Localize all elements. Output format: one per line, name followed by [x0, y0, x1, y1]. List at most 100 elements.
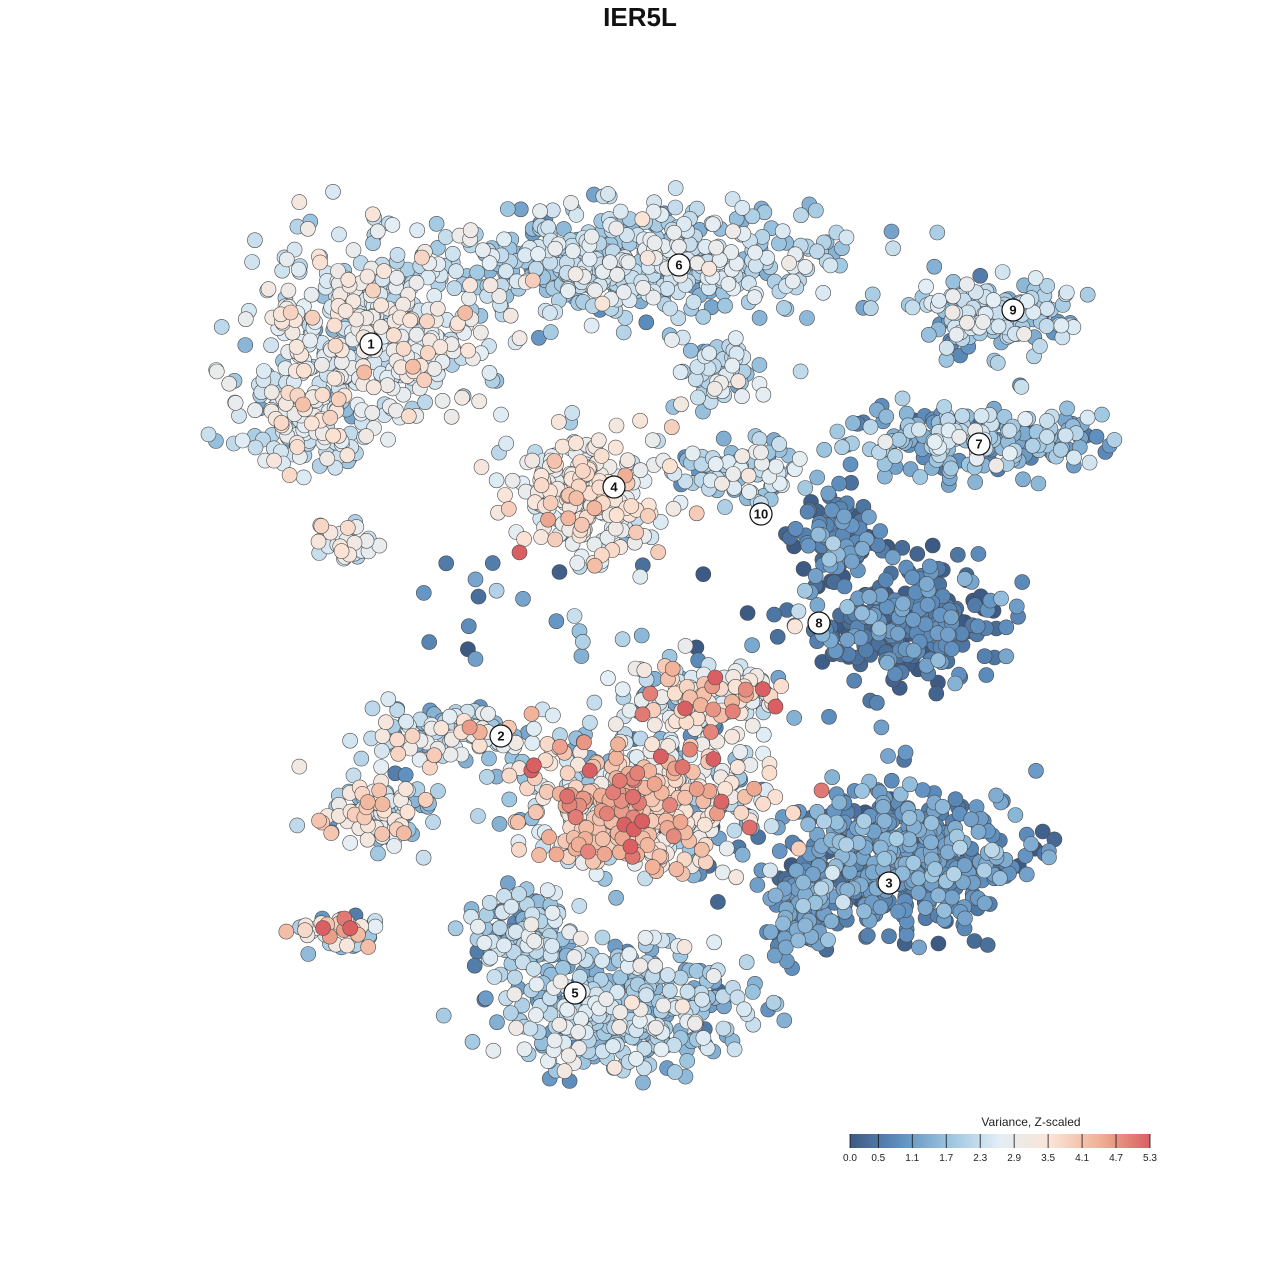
- cell-point: [693, 841, 710, 858]
- cell-point: [701, 345, 718, 362]
- cell-point: [646, 716, 663, 733]
- cell-point: [471, 393, 488, 410]
- cell-point: [414, 249, 430, 266]
- cell-point: [920, 326, 937, 343]
- legend-tick-label: 1.7: [939, 1153, 953, 1164]
- cell-point: [1041, 849, 1057, 866]
- cell-point: [799, 503, 816, 520]
- cell-point: [395, 296, 411, 313]
- cell-point: [526, 933, 543, 949]
- cell-point: [481, 364, 498, 381]
- cell-point: [614, 681, 631, 698]
- cell-point: [715, 1020, 732, 1037]
- cluster-label-text: 9: [1009, 303, 1016, 318]
- cell-point: [472, 324, 489, 341]
- cell-point: [300, 221, 316, 237]
- cell-point: [624, 994, 640, 1011]
- cell-point: [635, 279, 652, 296]
- cell-point: [255, 363, 272, 379]
- cell-point: [606, 1059, 623, 1076]
- cluster-label-1: 1: [359, 332, 383, 356]
- cell-point: [795, 898, 812, 914]
- cell-point: [769, 628, 786, 645]
- cell-point: [628, 1051, 644, 1067]
- cell-point: [677, 700, 693, 717]
- cell-point: [548, 846, 565, 863]
- cell-point: [434, 392, 451, 409]
- cell-point: [793, 207, 809, 223]
- cell-point: [836, 578, 853, 595]
- cell-point: [795, 561, 812, 577]
- cell-point: [912, 469, 929, 485]
- cell-point: [304, 309, 321, 326]
- cell-point: [571, 898, 588, 914]
- cell-point: [1032, 338, 1048, 354]
- cell-point: [774, 223, 791, 239]
- cell-point: [546, 453, 563, 469]
- cell-point: [508, 1020, 525, 1036]
- cell-point: [398, 713, 415, 730]
- cell-point: [581, 762, 598, 779]
- cell-point: [984, 842, 1000, 858]
- cell-point: [405, 358, 421, 375]
- cell-point: [600, 670, 616, 687]
- cell-point: [482, 949, 499, 966]
- cell-point: [887, 666, 903, 682]
- cell-point: [894, 390, 911, 407]
- cell-point: [544, 904, 561, 921]
- cell-point: [238, 311, 254, 328]
- cell-point: [289, 817, 306, 834]
- cell-point: [247, 402, 263, 419]
- cell-point: [289, 439, 306, 455]
- cell-point: [931, 292, 947, 309]
- cell-point: [369, 223, 386, 240]
- cell-point: [930, 935, 947, 952]
- cell-point: [504, 472, 521, 489]
- cell-point: [466, 957, 483, 974]
- cell-point: [717, 297, 733, 314]
- cell-point: [593, 448, 610, 464]
- points-layer: [200, 180, 1123, 1091]
- cell-point: [934, 798, 951, 815]
- cell-point: [667, 1064, 683, 1080]
- cell-point: [998, 648, 1015, 665]
- legend-tick-label: 3.5: [1041, 1153, 1055, 1164]
- cell-point: [607, 439, 624, 456]
- cell-point: [511, 886, 527, 902]
- cell-point: [544, 938, 560, 954]
- cell-point: [507, 969, 523, 986]
- cluster-label-3: 3: [877, 871, 901, 895]
- legend-tick-label: 5.3: [1143, 1153, 1157, 1164]
- cell-point: [695, 566, 712, 583]
- cell-point: [970, 823, 987, 840]
- cell-point: [647, 957, 664, 974]
- cell-point: [325, 184, 341, 200]
- cell-point: [454, 389, 470, 406]
- cell-point: [353, 750, 370, 767]
- cell-point: [646, 235, 663, 251]
- cell-point: [724, 703, 741, 720]
- cell-point: [918, 576, 935, 592]
- cell-point: [755, 795, 771, 812]
- cell-point: [926, 258, 943, 275]
- cell-point: [694, 991, 710, 1008]
- cell-point: [380, 691, 397, 708]
- cell-point: [527, 804, 544, 820]
- cell-point: [632, 568, 649, 585]
- cell-point: [998, 619, 1015, 636]
- cell-point: [278, 251, 295, 268]
- cell-point: [629, 765, 646, 781]
- cell-point: [364, 206, 381, 223]
- cluster-label-text: 1: [367, 337, 374, 352]
- cell-point: [611, 772, 628, 789]
- cell-point: [552, 738, 568, 755]
- cell-point: [598, 991, 615, 1008]
- cell-point: [714, 864, 731, 881]
- cell-point: [947, 791, 964, 808]
- cell-point: [608, 889, 624, 906]
- cell-point: [767, 698, 784, 715]
- cell-point: [462, 222, 479, 238]
- cell-point: [374, 743, 390, 759]
- cell-point: [659, 280, 676, 297]
- cell-point: [510, 814, 526, 830]
